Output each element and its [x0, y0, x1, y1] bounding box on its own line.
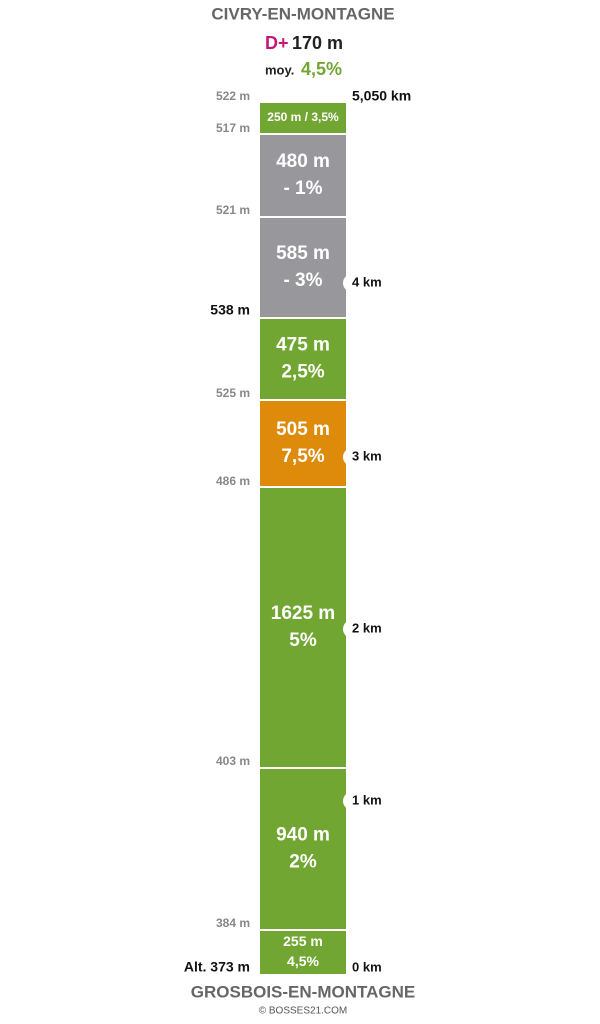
altitude-label: 403 m — [216, 754, 250, 768]
segment — [260, 319, 346, 399]
segment-label: 940 m — [276, 825, 330, 846]
segment-label: 2% — [289, 852, 317, 873]
segment-label: 475 m — [276, 335, 330, 356]
segment-label: 4,5% — [287, 953, 319, 969]
altitude-label: 525 m — [216, 386, 250, 400]
altitude-label: 538 m — [210, 302, 250, 318]
altitude-label: 517 m — [216, 121, 250, 135]
altitude-label: Alt. 373 m — [184, 959, 250, 975]
segment — [260, 135, 346, 216]
segment-label: 480 m — [276, 151, 330, 172]
segment — [260, 931, 346, 974]
km-label: 1 km — [352, 792, 382, 807]
km-label: 2 km — [352, 620, 382, 635]
altitude-label: 384 m — [216, 916, 250, 930]
segment — [260, 218, 346, 317]
segment-label: 2,5% — [281, 362, 324, 383]
segment-label: 255 m — [283, 933, 323, 949]
segment-label: 5% — [289, 630, 317, 651]
gain-label: D+ — [265, 33, 289, 53]
altitude-label: 486 m — [216, 474, 250, 488]
km-notch — [343, 792, 361, 810]
altitude-label: 521 m — [216, 203, 250, 217]
km-notch — [343, 274, 361, 292]
segment — [260, 103, 346, 133]
segment-label: 505 m — [276, 419, 330, 440]
segment-label: - 1% — [283, 178, 322, 199]
start-title: CIVRY-EN-MONTAGNE — [211, 4, 394, 23]
credit: © BOSSES21.COM — [259, 1006, 348, 1017]
segment-label: 1625 m — [271, 603, 335, 624]
km-label: 0 km — [352, 959, 382, 974]
avg-label: moy. — [265, 62, 294, 77]
segment-label: 7,5% — [281, 446, 324, 467]
km-label: 4 km — [352, 274, 382, 289]
end-title: GROSBOIS-EN-MONTAGNE — [191, 982, 415, 1001]
segment-label: - 3% — [283, 270, 322, 291]
km-label: 5,050 km — [352, 88, 411, 104]
segment-label: 585 m — [276, 243, 330, 264]
km-notch — [343, 620, 361, 638]
segment-label: 250 m / 3,5% — [267, 110, 339, 124]
segment — [260, 488, 346, 767]
avg: 4,5% — [301, 59, 342, 79]
segment — [260, 401, 346, 486]
km-label: 3 km — [352, 448, 382, 463]
segment — [260, 769, 346, 929]
km-notch — [343, 448, 361, 466]
altitude-label: 522 m — [216, 89, 250, 103]
gain: 170 m — [292, 33, 343, 53]
